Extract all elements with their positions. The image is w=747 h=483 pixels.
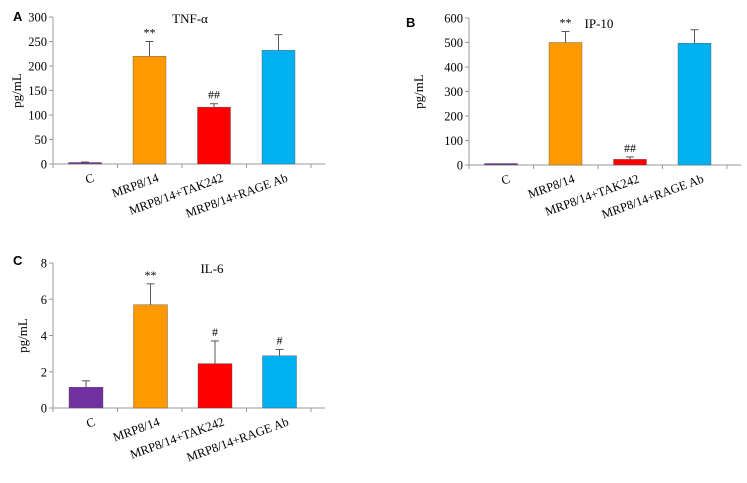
significance-label: ** [560,15,572,29]
y-axis-label: pg/mL [15,318,30,353]
x-tick-label: C [499,172,512,188]
bar-4 [261,50,296,165]
y-tick-label: 8 [41,257,47,271]
chart-panel-a: A050100150200250300pg/mLTNF-αC**MRP8/14#… [9,9,325,221]
chart-title: TNF-α [172,11,208,26]
y-tick-label: 400 [444,61,463,75]
bar-2 [132,56,167,165]
y-tick-label: 100 [28,109,47,123]
y-tick-label: 200 [444,110,463,124]
y-axis-label: pg/mL [9,73,24,108]
chart-title: IP-10 [585,16,614,31]
significance-label: ## [208,88,220,102]
bar-3 [613,159,647,166]
y-tick-label: 100 [444,134,463,148]
y-tick-label: 0 [457,159,463,173]
bar-2 [133,304,168,409]
y-axis-label: pg/mL [411,74,426,109]
y-tick-label: 200 [28,60,47,74]
bar-3 [197,363,233,409]
y-tick-label: 2 [41,365,47,379]
chart-title: IL-6 [200,261,224,276]
chart-panel-b: B0100200300400500600pg/mLIP-10C**MRP8/14… [406,12,741,222]
significance-label: # [277,333,283,347]
significance-label: # [212,325,218,339]
bar-2 [548,42,583,166]
y-tick-label: 300 [444,85,463,99]
y-tick-label: 50 [35,133,48,147]
x-tick-label: C [83,171,96,187]
panel-letter: B [406,15,415,30]
x-tick-label: C [84,415,97,431]
y-tick-label: 500 [444,36,463,50]
chart-panel-c: C02468pg/mLIL-6C**MRP8/14#MRP8/14+TAK242… [13,253,325,465]
panel-letter: C [13,253,23,268]
significance-label: ** [144,26,156,40]
bar-4 [262,355,297,409]
bar-3 [197,106,231,165]
significance-label: ## [624,141,636,155]
y-tick-label: 4 [41,329,48,343]
bar-1 [68,162,102,165]
y-tick-label: 0 [41,158,47,172]
y-tick-label: 6 [41,293,47,307]
y-tick-label: 600 [444,12,463,26]
y-tick-label: 250 [28,35,47,49]
panel-letter: A [13,9,23,24]
bar-4 [677,43,712,166]
bar-1 [68,386,104,409]
significance-label: ** [145,268,157,282]
y-tick-label: 300 [28,11,47,25]
y-tick-label: 0 [41,402,47,416]
y-tick-label: 150 [28,84,47,98]
